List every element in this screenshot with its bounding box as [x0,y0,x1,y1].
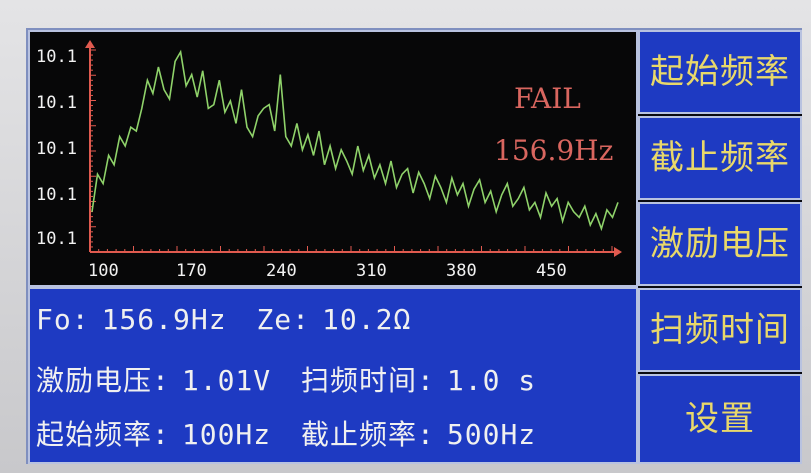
menu-start-frequency-button[interactable]: 起始频率 [638,30,802,114]
y-tick-label: 10.1 [36,93,77,113]
x-tick-label: 450 [536,261,567,281]
x-axis-arrow [614,247,622,257]
y-axis-arrow [85,40,95,48]
x-tick-label: 170 [176,261,207,281]
sweep-time-label: 扫频时间: [301,364,435,397]
status-frequency: 156.9Hz [494,134,614,167]
voltage-label: 激励电压: [36,364,170,397]
y-tick-label: 10.1 [36,139,77,159]
ze-label: Ze: [256,303,311,336]
stop-freq-value: 500Hz [446,418,537,451]
graph-plot [85,40,622,257]
fo-value: 156.9Hz [101,303,227,336]
menu-sweep-time-button[interactable]: 扫频时间 [638,288,802,372]
ze-value: 10.2Ω [322,303,412,336]
fail-status: FAIL [514,82,581,115]
fo-label: Fo: [36,303,90,336]
sweep-graph: 10.1 10.1 10.1 10.1 10.1 100 170 240 310… [28,30,638,287]
start-freq-value: 100Hz [181,418,272,451]
x-tick-label: 310 [356,261,387,281]
frequency-response-trace [91,49,619,232]
x-tick-label: 100 [88,261,119,281]
stop-freq-label: 截止频率: [301,418,435,451]
x-tick-label: 380 [446,261,477,281]
y-tick-label: 10.1 [36,185,77,205]
info-panel: Fo: 156.9Hz Ze: 10.2Ω 激励电压: 1.01V 扫频时间: 1.0 … [28,287,638,464]
side-menu: 起始频率 截止频率 激励电压 扫频时间 设置 [638,30,802,464]
menu-excitation-voltage-button[interactable]: 激励电压 [638,202,802,286]
x-tick-label: 240 [266,261,297,281]
info-row-fo-ze: Fo: 156.9Hz Ze: 10.2Ω [36,303,423,336]
menu-stop-frequency-button[interactable]: 截止频率 [638,116,802,200]
y-tick-label: 10.1 [36,229,77,249]
sweep-time-value: 1.0 s [446,364,537,397]
lcd-screen: 10.1 10.1 10.1 10.1 10.1 100 170 240 310… [26,28,802,464]
y-tick-label: 10.1 [36,47,77,67]
info-row-start-stop: 起始频率: 100Hz 截止频率: 500Hz [36,413,548,453]
menu-settings-button[interactable]: 设置 [638,374,802,464]
start-freq-label: 起始频率: [36,418,170,451]
voltage-value: 1.01V [181,364,272,397]
info-row-voltage-time: 激励电压: 1.01V 扫频时间: 1.0 s [36,359,548,399]
